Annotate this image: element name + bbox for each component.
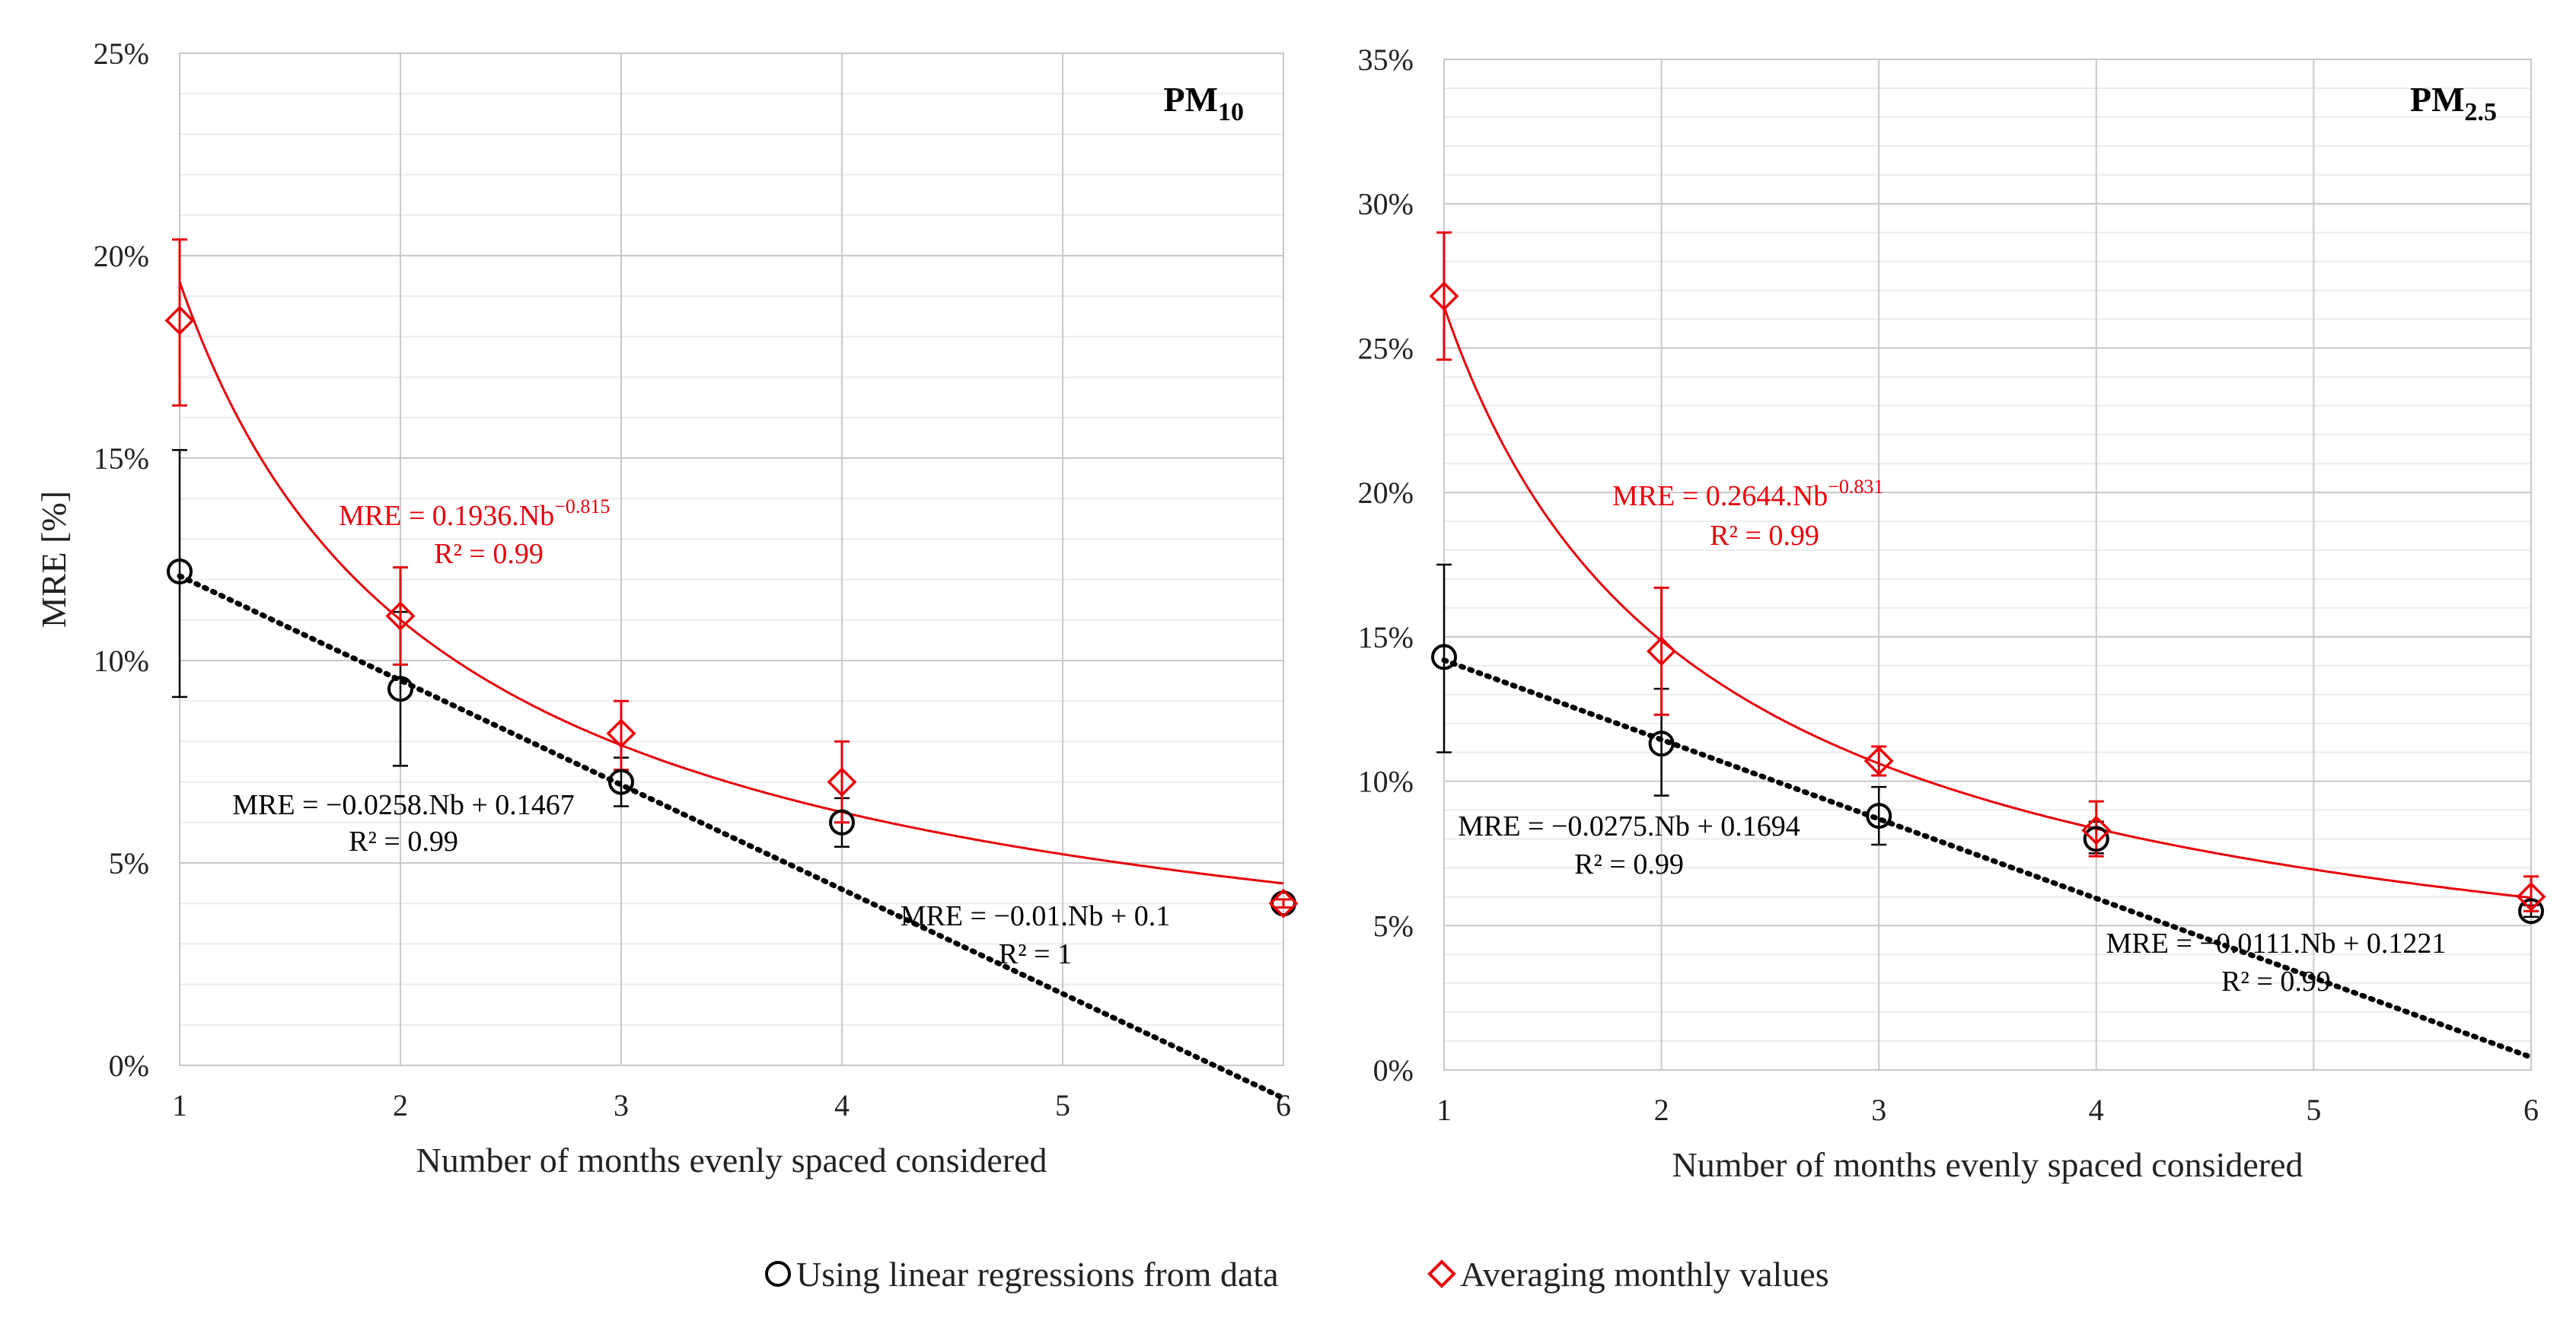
legend-label-linear: Using linear regressions from data [796,1255,1279,1294]
panel-title-subscript: 10 [1218,98,1244,126]
y-tick-label: 15% [1358,620,1414,654]
y-tick-label: 25% [94,37,149,71]
axis-ticks: 0%5%10%15%20%25%1 2 3 4 5 6 [94,37,1291,1122]
data-point-diamond [827,767,857,797]
annotation-fit-label: MRE = −0.01.Nb + 0.1 [901,900,1171,932]
data-point-circle [167,558,193,584]
panel-title: PM10 [1163,80,1244,126]
data-point-diamond [385,601,416,631]
grid [179,53,1284,1066]
data-point-diamond [2516,881,2546,912]
power-fit-label: MRE = 0.1936.Nb−0.815 [339,495,610,532]
data-point-circle [1648,731,1675,757]
linear-fit-line [177,573,1286,1101]
data-point-circle [608,769,634,795]
data-point-diamond [2081,815,2112,845]
panel-title-subscript: 2.5 [2465,98,2498,126]
y-tick-label: 20% [94,239,149,273]
fit-lines [1441,306,2534,1060]
data-point-diamond [1647,636,1677,667]
y-tick-label: 0% [109,1049,149,1083]
y-tick-label: 5% [109,846,149,880]
data-point-circle [1431,644,1457,670]
data-points [164,305,1299,918]
y-tick-label: 0% [1373,1053,1414,1087]
x-tick-label: 6 [2523,1093,2539,1127]
y-tick-label: 35% [1358,43,1414,77]
x-tick-label: 5 [1055,1088,1070,1122]
x-tick-label: 1 [1436,1093,1452,1127]
error-bars [172,238,1291,909]
data-point-circle [1866,803,1892,829]
fit-lines [177,281,1286,1101]
panel-pm25: 0% 5% 10% 15% 20% 25% 30% 35% 1 2 3 4 5 6 PM2.5 MRE =… [1358,43,2546,1184]
data-point-diamond [164,305,195,336]
x-tick-label: 5 [2306,1093,2321,1127]
annotation-r2: R² = 0.99 [2221,966,2331,998]
power-fit-label: MRE = 0.2644.Nb−0.831 [1612,476,1883,512]
annotation-r2: R² = 1 [999,938,1072,970]
data-point-diamond [1268,888,1299,918]
plot-area [1443,59,2532,1071]
power-fit-r2: R² = 0.99 [1710,520,1819,552]
annotation-fit-label: MRE = −0.0111.Nb + 0.1221 [2106,928,2447,960]
legend-diamond-marker [1427,1259,1456,1288]
linear-fit-line [1441,657,2534,1060]
data-point-circle [829,809,855,836]
panel-title: PM2.5 [2410,80,2497,126]
data-point-diamond [1429,281,1459,311]
data-point-diamond [1863,746,1894,776]
legend-circle-marker [765,1261,791,1287]
power-fit-r2: R² = 0.99 [434,538,544,570]
legend-label-averaging: Averaging monthly values [1460,1255,1829,1294]
x-tick-label: 3 [614,1088,629,1122]
axis-ticks: 0% 5% 10% 15% 20% 25% 30% 35% 1 2 3 4 5 6 [1358,43,2539,1127]
y-tick-label: 30% [1358,187,1414,221]
x-axis-label: Number of months evenly spaced considere… [416,1141,1047,1180]
power-fit-main: MRE = 0.2644.Nb [1612,480,1828,512]
plot-area [179,53,1284,1066]
y-tick-label: 25% [1358,331,1414,365]
x-tick-label: 1 [172,1088,187,1122]
data-point-diamond [606,718,636,749]
power-fit-curve [178,281,1284,885]
panel-pm10: 0%5%10%15%20%25%1 2 3 4 5 6 PM10 MRE = 0.1936… [34,37,1299,1180]
y-tick-label: 10% [94,644,149,678]
y-tick-label: 5% [1373,909,1414,943]
y-tick-label: 20% [1358,476,1414,510]
y-tick-label: 10% [1358,765,1414,799]
x-tick-label: 2 [393,1088,408,1122]
data-point-circle [2083,826,2109,852]
panel-title-main: PM [2410,80,2465,119]
linear-fit-r2: R² = 0.99 [1574,848,1684,880]
y-axis-label: MRE [%] [34,491,73,628]
linear-fit-label: MRE = −0.0258.Nb + 0.1467 [232,789,575,821]
linear-fit-label: MRE = −0.0275.Nb + 0.1694 [1458,810,1800,842]
power-fit-main: MRE = 0.1936.Nb [339,500,554,532]
data-point-circle [387,676,413,702]
power-fit-exponent: −0.831 [1828,476,1883,498]
data-points [1429,281,2546,925]
legend: Using linear regressions from data Avera… [765,1255,1829,1294]
data-point-circle [2518,898,2544,925]
x-tick-label: 4 [834,1088,850,1122]
y-tick-label: 15% [94,441,149,476]
linear-fit-r2: R² = 0.99 [349,826,458,858]
x-axis-label: Number of months evenly spaced considere… [1672,1145,2303,1184]
x-tick-label: 4 [2089,1093,2104,1127]
error-bars [1436,231,2539,918]
x-tick-label: 2 [1654,1093,1669,1127]
panel-title-main: PM [1163,80,1218,119]
x-tick-label: 3 [1871,1093,1886,1127]
power-fit-exponent: −0.815 [554,495,610,517]
power-fit-curve [1443,306,2532,899]
